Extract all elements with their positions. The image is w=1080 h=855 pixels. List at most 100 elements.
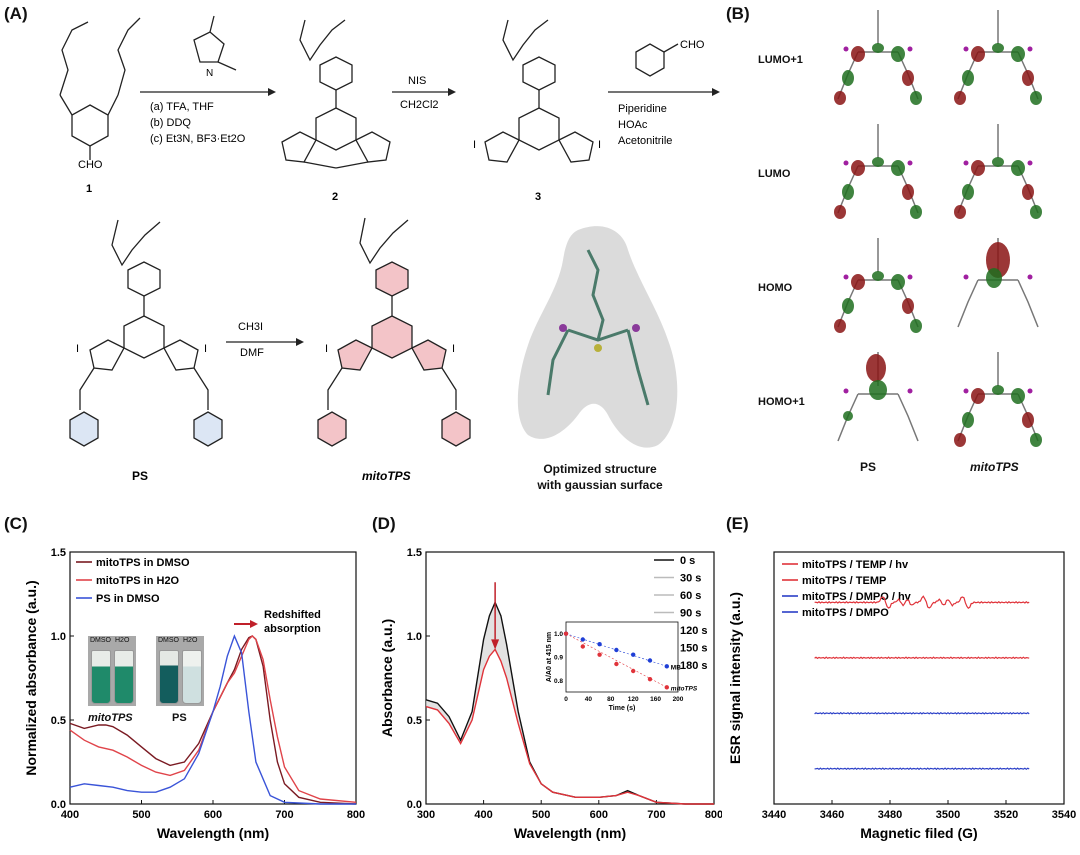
legend-entry: 90 s (680, 608, 701, 620)
orbital-lobe (1022, 184, 1034, 200)
legend-entry: mitoTPS / TEMP (802, 575, 886, 587)
inset-series-label: mitoTPS (671, 685, 698, 692)
orbital-lobe (869, 380, 887, 400)
molecule-skeleton (957, 10, 1039, 100)
orbital-lobe (954, 433, 966, 447)
legend-entry: mitoTPS / DMPO (802, 607, 889, 619)
step2-condition-2: CH2Cl2 (400, 99, 439, 111)
orbital-lobe (992, 43, 1004, 53)
inset-x-tick-label: 40 (585, 696, 593, 703)
inset-x-tick-label: 120 (628, 696, 639, 703)
orbital-lobe (954, 91, 966, 105)
iodine-label-psa: I (76, 343, 79, 355)
orbital-lobe (834, 91, 846, 105)
vial-label-ps-h2o: H2O (183, 637, 198, 644)
vial-mitotps-h2o (114, 650, 134, 704)
series-line-0s (425, 600, 714, 805)
step1-condition-a: (a) TFA, THF (150, 101, 214, 113)
x-tick-label: 500 (532, 809, 550, 821)
x-tick-label: 700 (647, 809, 665, 821)
orbital-lobe (842, 184, 854, 200)
orbital-picture (834, 10, 922, 105)
y-tick-label: 1.0 (51, 631, 66, 643)
y-tick-label: 1.0 (407, 631, 422, 643)
panel-label-e: (E) (726, 514, 749, 533)
y-tick-label: 1.5 (407, 547, 422, 559)
pyridine-aldehyde-structure (635, 43, 679, 77)
vial-ps-h2o (182, 650, 202, 704)
orbital-picture (954, 10, 1042, 105)
x-tick-label: 700 (275, 809, 293, 821)
y-tick-label: 0.5 (407, 715, 422, 727)
orbital-picture (957, 238, 1039, 328)
inset-point (664, 664, 669, 669)
inset-point (614, 661, 619, 667)
vial-label-ps-dmso: DMSO (158, 637, 179, 644)
inset-x-tick-label: 80 (607, 696, 615, 703)
orbital-lobe (902, 298, 914, 314)
orbital-lobe (902, 184, 914, 200)
inset-x-tick-label: 0 (564, 696, 568, 703)
inset-point (631, 668, 636, 674)
inset-x-tick-label: 200 (673, 696, 684, 703)
x-tick-label: 400 (474, 809, 492, 821)
orbital-lobe (910, 319, 922, 333)
absorbance-chart-c: 400 500 600 700 800 0.0 0.5 1.0 1.5 Wavelength (n… (23, 547, 365, 841)
inset-frame (565, 621, 679, 693)
step1-condition-b: (b) DDQ (150, 117, 191, 129)
orbital-lobe (1022, 412, 1034, 428)
annotation-line-1: Redshifted (264, 609, 321, 621)
x-tick-label: 3480 (878, 809, 902, 821)
compound-number-3: 3 (535, 191, 541, 203)
x-tick-label: 300 (417, 809, 435, 821)
series-line-180s (425, 648, 714, 805)
orbital-lobe (986, 268, 1002, 288)
orbital-lobe (834, 205, 846, 219)
optimized-structure-caption-2: with gaussian surface (537, 478, 663, 492)
orbital-lobe (962, 70, 974, 86)
vial-label-mito-dmso: DMSO (90, 637, 111, 644)
legend-entry: mitoTPS / DMPO / hv (802, 591, 912, 603)
iodine-atom (907, 160, 913, 166)
orbital-label-lumo: LUMO (758, 168, 791, 180)
x-tick-label: 3500 (936, 809, 960, 821)
compound-3-structure (484, 19, 594, 163)
x-axis-label: Wavelength (nm) (157, 825, 269, 841)
inset-point (597, 641, 602, 647)
compound-number-1: 1 (86, 183, 92, 195)
legend-entry: 30 s (680, 573, 701, 585)
x-tick-label: 600 (590, 809, 608, 821)
ps-structure (69, 219, 223, 447)
orbital-lobe (834, 319, 846, 333)
esr-trace-1 (814, 656, 1030, 660)
vial-mitotps-dmso (91, 650, 111, 704)
inset-y-tick-label: 0.8 (554, 678, 563, 685)
panel-label-a: (A) (4, 4, 28, 23)
step3-condition-1: Piperidine (618, 103, 667, 115)
vials-photo-ps: DMSO H2O (156, 636, 204, 706)
orbital-lobe (1030, 205, 1042, 219)
y-tick-label: 0.5 (51, 715, 66, 727)
vials-photo-mitotps: DMSO H2O (88, 636, 136, 706)
atom-label-cho: CHO (78, 159, 103, 171)
orbital-lobe (866, 354, 886, 382)
iodine-atom (843, 160, 849, 166)
optimized-structure-caption-1: Optimized structure (543, 462, 657, 476)
vial-label-mito-h2o: H2O (115, 637, 130, 644)
orbital-lobe (851, 160, 865, 176)
mitotps-compound-label: mitoTPS (362, 469, 411, 483)
x-axis-label: Wavelength (nm) (514, 825, 626, 841)
intermediate-spectra-band (426, 602, 714, 804)
dimethylpyrrole-structure (193, 15, 237, 71)
x-tick-label: 3540 (1052, 809, 1076, 821)
orbital-lobe (992, 385, 1004, 395)
panel-label-c: (C) (4, 514, 28, 533)
y-axis-label: Absorbance (a.u.) (379, 619, 395, 737)
inset-fit-line (565, 633, 667, 688)
orbital-lobe (1011, 388, 1025, 404)
absorbance-chart-d: 300 400 500 600 700 8000.00.51.01.5Wavelength… (379, 547, 722, 841)
legend-entry: 180 s (680, 660, 708, 672)
inset-series-label: MB (671, 664, 681, 671)
iodine-atom (963, 46, 969, 52)
decay-arrow-head (491, 639, 500, 650)
